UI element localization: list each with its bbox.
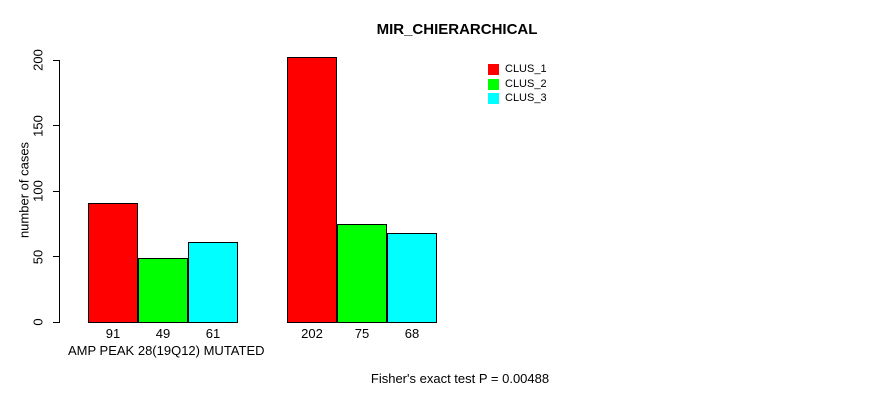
bar-value-label: 61 (205, 326, 221, 341)
y-tick-label: 100 (30, 180, 46, 202)
y-tick-label: 150 (30, 114, 46, 137)
bar-value-label: 91 (105, 326, 121, 341)
legend-item-clus-3: CLUS_3 (488, 93, 547, 104)
bar-clus_1-group-1 (88, 203, 138, 323)
y-tick-mark (53, 190, 60, 192)
bar-clus_1-group-2 (287, 57, 337, 323)
y-tick-mark (53, 256, 60, 257)
x-axis-label: AMP PEAK 28(19Q12) MUTATED (68, 343, 265, 358)
y-tick-mark (53, 321, 60, 323)
legend: CLUS_1 CLUS_2 CLUS_3 (488, 64, 547, 108)
legend-item-clus-1: CLUS_1 (488, 64, 547, 75)
legend-label-clus-3: CLUS_3 (505, 92, 547, 104)
bar-clus_2-group-1 (138, 258, 188, 323)
bar-clus_3-group-1 (188, 242, 238, 323)
legend-color-swatch-clus-3 (488, 93, 499, 104)
y-tick-label: 0 (30, 318, 46, 326)
y-tick-label: 200 (30, 49, 46, 71)
bar-clus_2-group-2 (337, 224, 387, 323)
y-tick-label: 50 (30, 249, 46, 264)
footnote-pvalue: Fisher's exact test P = 0.00488 (370, 371, 550, 386)
bar-clus_3-group-2 (387, 233, 437, 323)
bar-value-label: 202 (301, 326, 323, 341)
y-axis-label: number of cases (16, 141, 32, 239)
legend-label-clus-1: CLUS_1 (505, 63, 547, 75)
legend-color-swatch-clus-2 (488, 78, 499, 90)
y-tick-mark (53, 59, 60, 61)
bar-value-label: 49 (155, 326, 171, 341)
legend-item-clus-2: CLUS_2 (488, 77, 547, 90)
bar-value-label: 75 (354, 326, 370, 341)
legend-color-swatch-clus-1 (488, 64, 499, 75)
y-tick-mark (53, 125, 60, 126)
chart-title: MIR_CHIERARCHICAL (376, 21, 538, 38)
legend-label-clus-2: CLUS_2 (505, 77, 547, 90)
bar-value-label: 68 (404, 326, 420, 341)
